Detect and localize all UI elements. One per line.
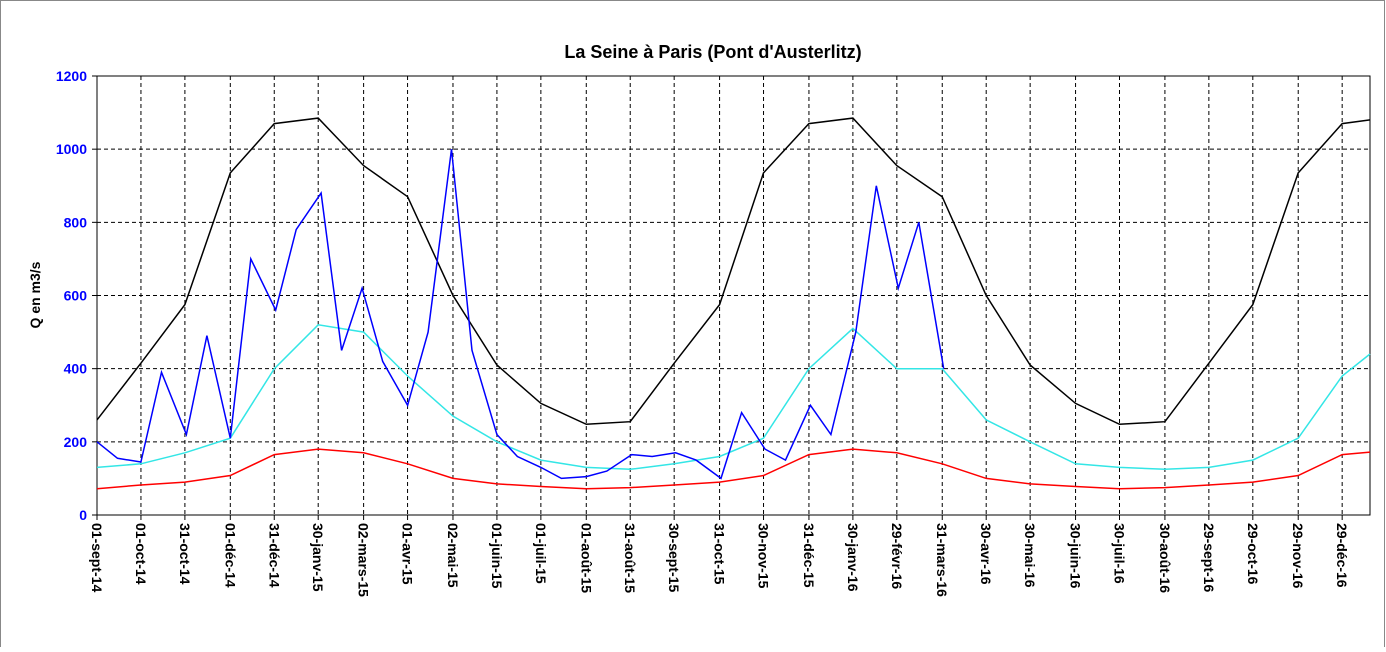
x-tick-label: 30-juil-16 bbox=[1112, 523, 1128, 584]
series-line bbox=[96, 117, 1371, 426]
y-tick-label: 1000 bbox=[56, 141, 87, 157]
x-tick-label: 01-oct-14 bbox=[133, 523, 149, 585]
x-tick-label: 01-juin-15 bbox=[489, 523, 505, 589]
plot-border bbox=[96, 75, 1371, 516]
x-tick-label: 31-août-15 bbox=[622, 523, 638, 593]
x-tick-label: 01-déc-14 bbox=[222, 523, 238, 588]
x-tick-label: 01-sept-14 bbox=[89, 523, 105, 592]
x-tick-label: 30-janv-15 bbox=[310, 523, 326, 592]
x-tick-label: 31-déc-15 bbox=[801, 523, 817, 588]
chart-title: La Seine à Paris (Pont d'Austerlitz) bbox=[564, 42, 861, 62]
series-line bbox=[96, 149, 945, 480]
y-axis-label: Q en m3/s bbox=[27, 261, 43, 328]
x-tick-label: 29-déc-16 bbox=[1334, 523, 1350, 588]
y-tick-label: 1200 bbox=[56, 68, 87, 84]
y-tick-label: 0 bbox=[79, 507, 87, 523]
x-tick-label: 01-août-15 bbox=[578, 523, 594, 593]
y-tick-label: 600 bbox=[64, 288, 88, 304]
x-tick-label: 30-nov-15 bbox=[756, 523, 772, 589]
x-tick-label: 29-sept-16 bbox=[1201, 523, 1217, 592]
x-tick-label: 30-mai-16 bbox=[1022, 523, 1038, 588]
y-tick-label: 800 bbox=[64, 214, 88, 230]
x-tick-label: 30-avr-16 bbox=[978, 523, 994, 585]
x-tick-label: 30-sept-15 bbox=[666, 523, 682, 592]
series-line bbox=[96, 448, 1371, 490]
x-tick-label: 31-déc-14 bbox=[266, 523, 282, 588]
x-tick-label: 30-janv-16 bbox=[845, 523, 861, 592]
x-tick-label: 01-juil-15 bbox=[533, 523, 549, 584]
x-tick-label: 30-août-16 bbox=[1157, 523, 1173, 593]
x-tick-label: 29-févr-16 bbox=[889, 523, 905, 589]
x-tick-label: 30-juin-16 bbox=[1068, 523, 1084, 589]
y-tick-label: 200 bbox=[64, 434, 88, 450]
x-tick-label: 29-oct-16 bbox=[1245, 523, 1261, 585]
y-tick-label: 400 bbox=[64, 361, 88, 377]
x-tick-label: 31-mars-16 bbox=[934, 523, 950, 597]
x-tick-label: 31-oct-15 bbox=[712, 523, 728, 585]
x-tick-label: 02-mai-15 bbox=[445, 523, 461, 588]
x-tick-label: 02-mars-15 bbox=[356, 523, 372, 597]
x-tick-label: 01-avr-15 bbox=[400, 523, 416, 585]
x-tick-label: 31-oct-14 bbox=[177, 523, 193, 585]
series-line bbox=[96, 323, 1371, 471]
x-tick-label: 29-nov-16 bbox=[1290, 523, 1306, 589]
